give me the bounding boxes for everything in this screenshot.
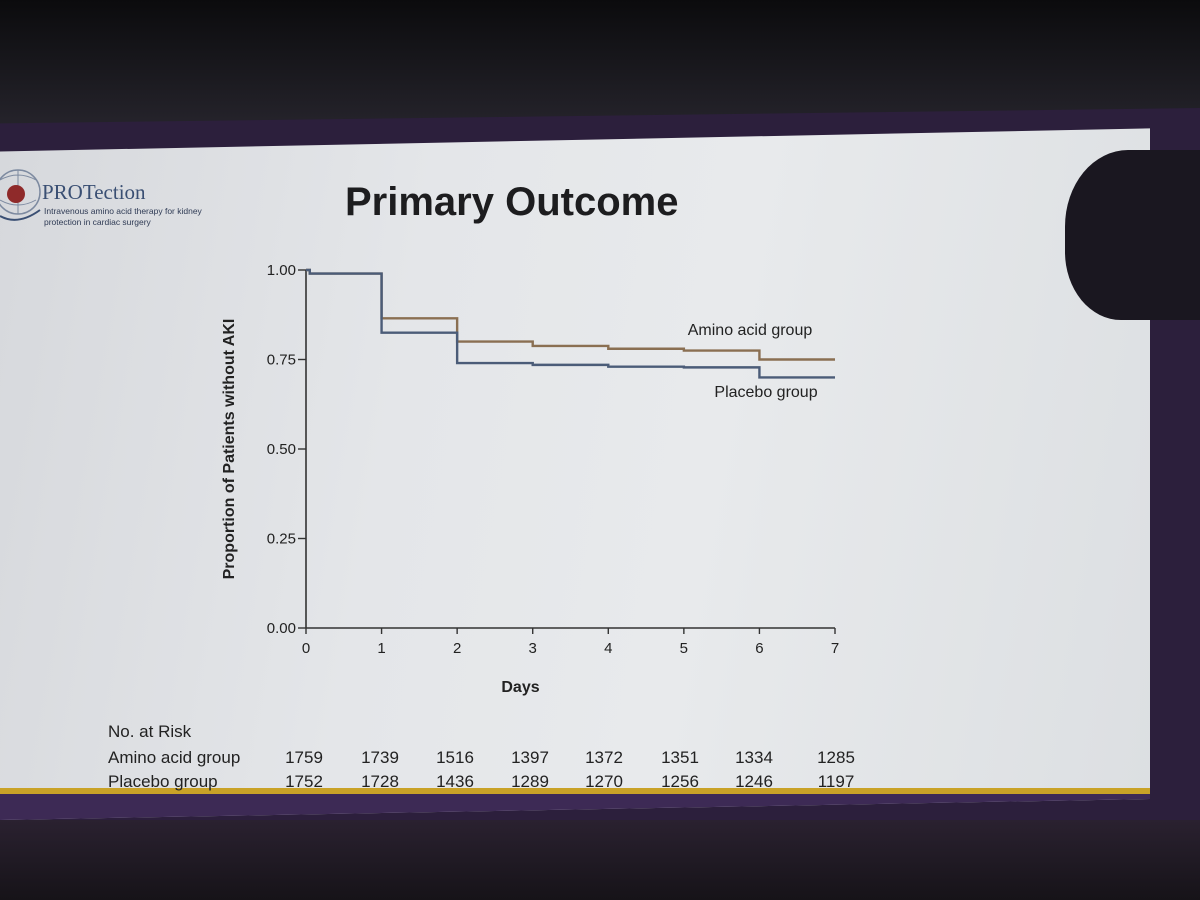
risk-count: 1372 <box>585 748 623 767</box>
risk-row-label: Amino acid group <box>108 748 241 767</box>
risk-count: 1351 <box>661 748 699 767</box>
presenter-silhouette <box>1065 150 1200 320</box>
x-axis-title: Days <box>501 679 539 696</box>
risk-count: 1246 <box>735 772 773 791</box>
risk-count: 1752 <box>285 772 323 791</box>
room-ceiling <box>0 0 1200 125</box>
chart-axes: 0.00 0.25 0.50 0.75 1.00 0 1 2 3 4 5 6 7 <box>267 262 839 657</box>
risk-row-label: Placebo group <box>108 772 218 791</box>
room-floor <box>0 820 1200 900</box>
amino-acid-series-label: Amino acid group <box>688 322 813 339</box>
placebo-series-line <box>306 268 835 379</box>
y-tick-label: 1.00 <box>267 262 296 279</box>
x-tick-label: 2 <box>453 640 461 657</box>
slide-accent-gold-bar <box>0 788 1150 794</box>
x-tick-label: 4 <box>604 640 612 657</box>
x-tick-label: 7 <box>831 640 839 657</box>
y-tick-label: 0.25 <box>267 531 296 548</box>
logo-title: PROTection <box>42 180 146 204</box>
risk-count: 1270 <box>585 772 623 791</box>
placebo-series-label: Placebo group <box>714 384 817 401</box>
risk-count: 1197 <box>817 772 855 791</box>
risk-count: 1397 <box>511 748 549 767</box>
amino-acid-series-line <box>306 268 835 361</box>
risk-count: 1728 <box>361 772 399 791</box>
risk-count: 1436 <box>436 772 474 791</box>
risk-count: 1289 <box>511 772 549 791</box>
risk-table-title: No. at Risk <box>108 722 192 741</box>
chart-labels: Days Proportion of Patients without AKI Am… <box>221 319 818 696</box>
chart-series <box>306 268 835 379</box>
y-axis-title: Proportion of Patients without AKI <box>221 319 238 580</box>
risk-count: 1759 <box>285 748 323 767</box>
y-tick-label: 0.75 <box>267 352 296 369</box>
risk-count: 1285 <box>817 748 855 767</box>
x-tick-label: 1 <box>377 640 385 657</box>
logo-subtitle: Intravenous amino acid therapy for kidne… <box>44 206 202 227</box>
risk-count: 1334 <box>735 748 773 767</box>
x-tick-label: 3 <box>529 640 537 657</box>
x-tick-label: 0 <box>302 640 310 657</box>
risk-count: 1739 <box>361 748 399 767</box>
risk-count: 1516 <box>436 748 474 767</box>
x-tick-label: 5 <box>680 640 688 657</box>
x-tick-label: 6 <box>755 640 763 657</box>
slide-title: Primary Outcome <box>345 180 679 224</box>
y-tick-label: 0.50 <box>267 441 296 458</box>
risk-count: 1256 <box>661 772 699 791</box>
y-tick-label: 0.00 <box>267 620 296 637</box>
protection-logo-icon <box>0 169 41 221</box>
